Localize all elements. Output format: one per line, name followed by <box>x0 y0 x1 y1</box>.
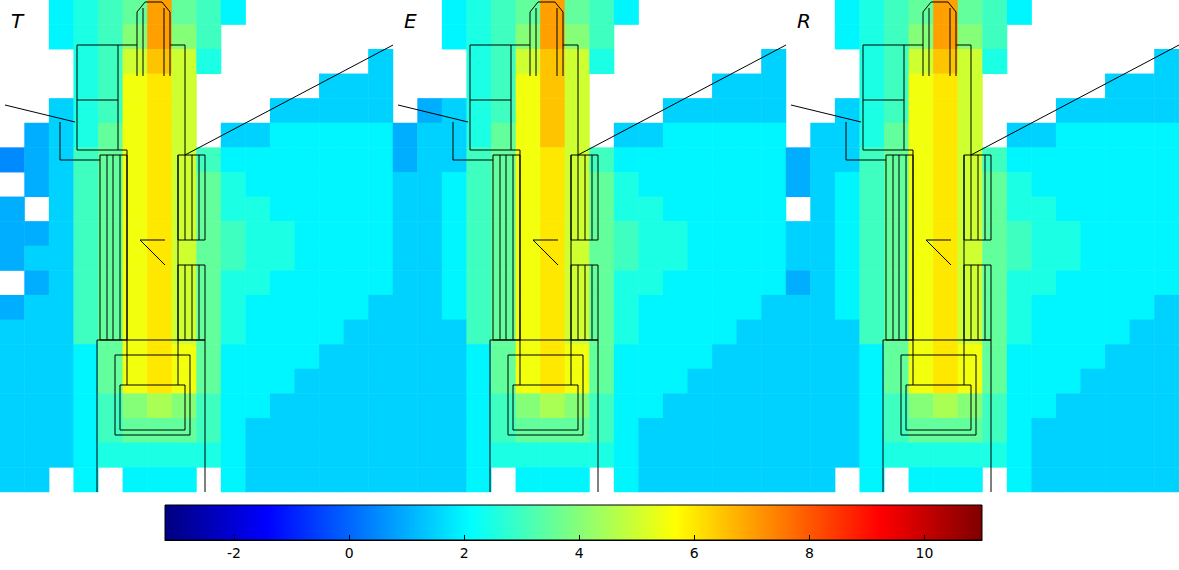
svg-text:2: 2 <box>460 545 469 561</box>
svg-text:8: 8 <box>805 545 814 561</box>
svg-text:0: 0 <box>345 545 354 561</box>
svg-text:R: R <box>797 9 811 33</box>
svg-text:T: T <box>11 9 25 33</box>
svg-text:4: 4 <box>575 545 584 561</box>
svg-text:E: E <box>404 9 417 33</box>
svg-text:10: 10 <box>916 545 934 561</box>
svg-text:6: 6 <box>690 545 699 561</box>
svg-text:-2: -2 <box>227 545 241 561</box>
